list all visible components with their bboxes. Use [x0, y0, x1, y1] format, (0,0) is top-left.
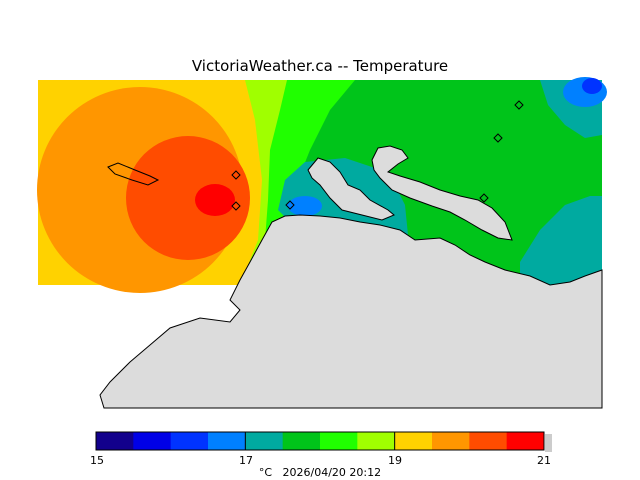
- legend-swatch: [170, 432, 209, 450]
- station-marker[interactable]: [285, 200, 295, 210]
- station-marker[interactable]: [493, 133, 503, 143]
- zone-red: [195, 184, 235, 216]
- land-peninsula: [307, 157, 395, 221]
- station-marker[interactable]: [231, 201, 241, 211]
- island-outline: [107, 162, 160, 186]
- station-marker[interactable]: [231, 170, 241, 180]
- station-markers: [231, 100, 524, 211]
- zone-blue-1: [288, 196, 322, 216]
- legend-tick-21: 21: [537, 454, 551, 467]
- legend-swatch: [469, 432, 508, 450]
- legend-swatch: [96, 432, 134, 450]
- legend-swatch: [282, 432, 321, 450]
- page-title: VictoriaWeather.ca -- Temperature: [191, 57, 449, 75]
- legend-swatch: [208, 432, 246, 450]
- station-marker[interactable]: [479, 193, 489, 203]
- land-islands: [371, 145, 513, 241]
- legend-swatch: [394, 432, 433, 450]
- legend-swatch: [245, 432, 284, 450]
- station-marker[interactable]: [514, 100, 524, 110]
- legend-swatch: [506, 432, 545, 450]
- legend-swatch: [320, 432, 358, 450]
- legend-tick-15: 15: [90, 454, 104, 467]
- legend-timestamp: 2026/04/20 20:12: [282, 466, 382, 479]
- zone-teal-3: [520, 196, 602, 285]
- legend-swatch: [432, 432, 470, 450]
- zone-dark-orange: [126, 136, 250, 260]
- legend-caption: °C 2026/04/20 20:12: [0, 466, 640, 479]
- legend-unit: °C: [258, 466, 273, 479]
- legend-swatch: [357, 432, 396, 450]
- zone-blue-3: [582, 78, 602, 94]
- land-mainland: [99, 214, 603, 409]
- legend-tick-19: 19: [388, 454, 402, 467]
- legend-tick-17: 17: [239, 454, 253, 467]
- legend-swatch: [133, 432, 172, 450]
